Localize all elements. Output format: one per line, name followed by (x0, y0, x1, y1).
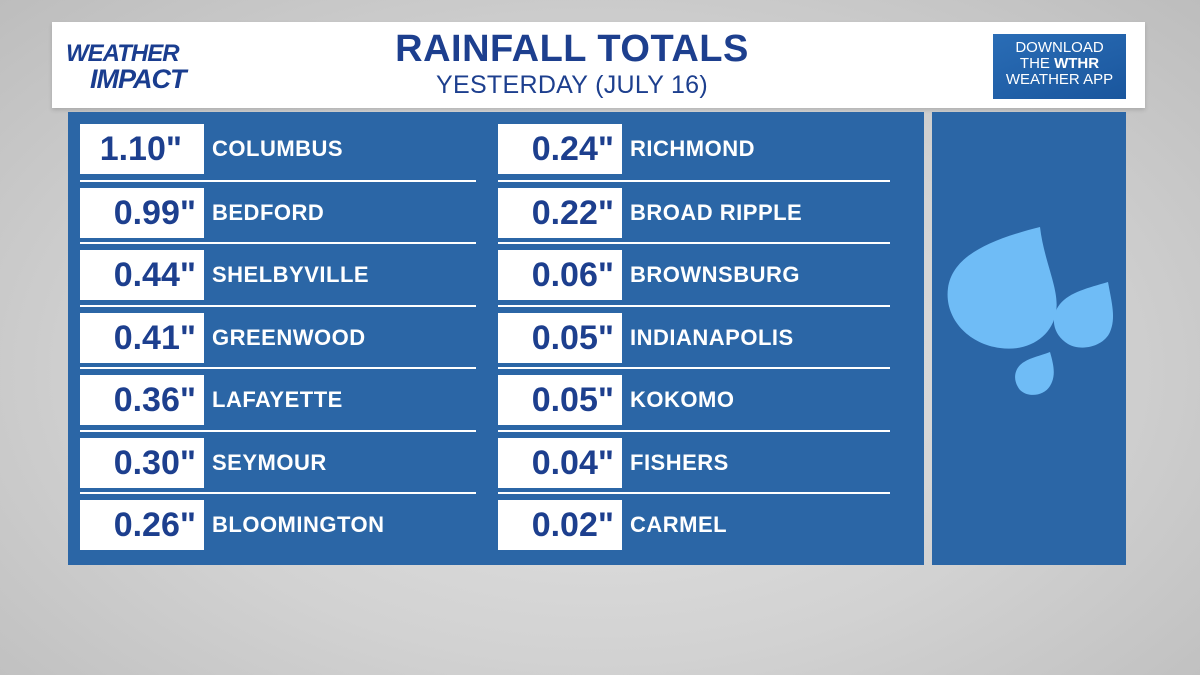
row-divider (80, 492, 476, 494)
row-divider (80, 242, 476, 244)
raindrops-icon (947, 227, 1114, 395)
row-divider (498, 430, 890, 432)
row-divider (80, 180, 476, 182)
city-name: BROAD RIPPLE (630, 200, 803, 225)
city-name: RICHMOND (630, 136, 755, 161)
rainfall-amount: 0.36" (80, 375, 204, 425)
row-divider (80, 305, 476, 307)
row-divider (80, 430, 476, 432)
title-block: RAINFALL TOTALS YESTERDAY (JULY 16) (302, 28, 842, 100)
medium-drop (1053, 282, 1114, 348)
app-line-3: WEATHER APP (1005, 71, 1114, 88)
rainfall-amount: 0.05" (498, 375, 622, 425)
rainfall-amount: 0.06" (498, 250, 622, 300)
logo-text-impact: IMPACT (90, 64, 186, 94)
rainfall-amount: 0.26" (80, 500, 204, 550)
row-divider (498, 367, 890, 369)
page-title: RAINFALL TOTALS (395, 28, 749, 70)
large-drop (947, 227, 1057, 349)
city-name: CARMEL (630, 512, 728, 537)
weather-impact-logo: WEATHER IMPACT (66, 40, 231, 96)
rainfall-amount: 0.44" (80, 250, 204, 300)
rainfall-list-panel: 1.10" COLUMBUS 0.99" BEDFORD 0.44" SHELB… (68, 112, 924, 565)
rainfall-amount: 0.22" (498, 188, 622, 238)
app-line-1: DOWNLOAD (1015, 39, 1104, 56)
app-line-2: THE WTHR (1019, 55, 1100, 72)
row-divider (498, 242, 890, 244)
city-name: SEYMOUR (212, 450, 327, 475)
city-name: INDIANAPOLIS (630, 325, 794, 350)
small-drop (1015, 352, 1054, 395)
page-subtitle: YESTERDAY (JULY 16) (436, 71, 708, 99)
raindrops-panel (932, 112, 1126, 565)
city-name: BLOOMINGTON (212, 512, 385, 537)
rainfall-amount: 0.24" (498, 124, 622, 174)
rainfall-amount: 1.10" (80, 124, 204, 174)
rainfall-amount: 0.30" (80, 438, 204, 488)
rainfall-amount: 0.99" (80, 188, 204, 238)
rainfall-amount: 0.05" (498, 313, 622, 363)
city-name: BEDFORD (212, 200, 325, 225)
city-name: COLUMBUS (212, 136, 344, 161)
row-divider (498, 305, 890, 307)
city-name: LAFAYETTE (212, 387, 343, 412)
rainfall-amount: 0.41" (80, 313, 204, 363)
city-name: BROWNSBURG (630, 262, 800, 287)
city-name: FISHERS (630, 450, 729, 475)
download-app-button[interactable]: DOWNLOAD THE WTHR WEATHER APP (993, 34, 1126, 99)
header-bar: WEATHER IMPACT RAINFALL TOTALS YESTERDAY… (52, 22, 1145, 108)
row-divider (80, 367, 476, 369)
city-name: GREENWOOD (212, 325, 366, 350)
rainfall-amount: 0.04" (498, 438, 622, 488)
city-name: SHELBYVILLE (212, 262, 370, 287)
city-name: KOKOMO (630, 387, 735, 412)
row-divider (498, 492, 890, 494)
row-divider (498, 180, 890, 182)
rainfall-amount: 0.02" (498, 500, 622, 550)
logo-text-weather: WEATHER (66, 40, 180, 67)
